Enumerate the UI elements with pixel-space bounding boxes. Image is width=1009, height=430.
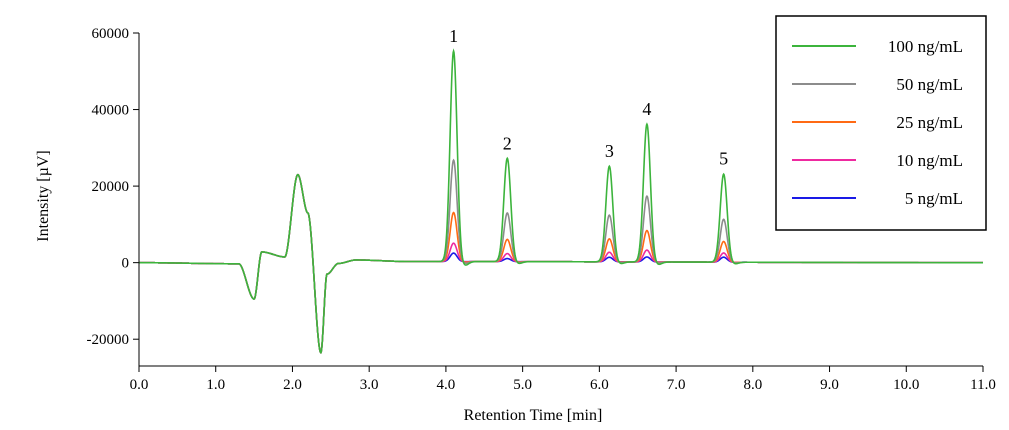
x-tick-label: 11.0 — [970, 377, 996, 393]
peak-label: 5 — [719, 149, 728, 169]
y-tick-label: 60000 — [92, 26, 130, 42]
legend-label: 100 ng/mL — [888, 37, 963, 56]
peak-label: 2 — [503, 133, 512, 153]
legend-label: 5 ng/mL — [905, 189, 963, 208]
legend-label: 25 ng/mL — [896, 113, 963, 132]
x-axis-title: Retention Time [min] — [464, 407, 603, 424]
peak-label: 4 — [642, 99, 651, 119]
y-tick-label: -20000 — [87, 332, 130, 348]
x-tick-label: 2.0 — [283, 377, 302, 393]
series-line — [139, 48, 983, 354]
peak-labels: 1 2 3 4 5 — [449, 26, 728, 168]
x-tick-label: 10.0 — [893, 377, 919, 393]
x-tick-label: 4.0 — [437, 377, 456, 393]
y-tick-label: 20000 — [92, 179, 130, 195]
series-layer — [139, 48, 983, 354]
x-tick-label: 1.0 — [206, 377, 225, 393]
legend: 100 ng/mL 50 ng/mL 25 ng/mL 10 ng/mL 5 ng/mL — [775, 15, 987, 231]
x-tick-label: 5.0 — [513, 377, 532, 393]
x-tick-label: 8.0 — [743, 377, 762, 393]
x-tick-label: 3.0 — [360, 377, 379, 393]
x-tick-label: 7.0 — [667, 377, 686, 393]
legend-label: 10 ng/mL — [896, 151, 963, 170]
x-tick-label: 6.0 — [590, 377, 609, 393]
axes — [138, 33, 983, 367]
x-tick-label: 9.0 — [820, 377, 839, 393]
y-tick-label: 0 — [122, 256, 130, 272]
peak-label: 1 — [449, 26, 458, 46]
peak-label: 3 — [605, 141, 614, 161]
y-tick-label: 40000 — [92, 103, 130, 119]
ticks: 0.0 1.0 2.0 3.0 4.0 5.0 6.0 7.0 8.0 9.0 10.0 11.0 -2… — [87, 26, 996, 393]
x-tick-label: 0.0 — [130, 377, 149, 393]
legend-label: 50 ng/mL — [896, 75, 963, 94]
y-axis-title: Intensity [µV] — [35, 150, 52, 241]
